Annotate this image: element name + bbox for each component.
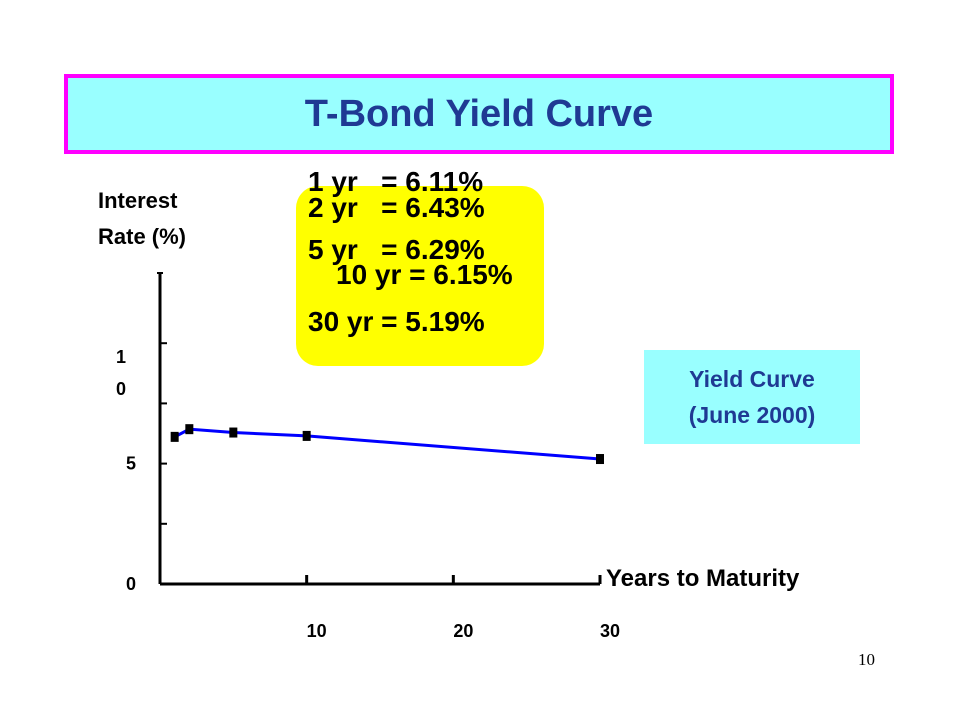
y-tick-label: 5 (126, 454, 136, 474)
rate-10yr: 10 yr = 6.15% (336, 259, 513, 290)
data-point-marker (170, 431, 179, 442)
axes (157, 272, 602, 586)
x-tick-label: 20 (453, 621, 473, 641)
yield-curve-legend-box: Yield Curve (June 2000) (644, 350, 860, 444)
tick-labels: 10 20 30 0 5 1 0 (116, 347, 620, 641)
y-axis-label: Interest Rate (%) (98, 188, 187, 249)
data-point-marker (302, 430, 311, 441)
yield-curve-line (173, 427, 601, 461)
rates-callout (296, 186, 544, 366)
data-point-marker (229, 427, 238, 438)
page-number: 10 (858, 650, 875, 669)
x-axis-label: Years to Maturity (606, 565, 800, 592)
rate-2yr: 2 yr = 6.43% (308, 192, 485, 223)
x-tick-label: 30 (600, 621, 620, 641)
data-point-marker (596, 454, 604, 465)
legend-line-1: Yield Curve (689, 366, 815, 392)
rate-5yr: 5 yr = 6.29% (308, 234, 485, 265)
data-point-marker (185, 424, 194, 435)
rate-1yr: 1 yr = 6.11% (308, 166, 484, 197)
legend-line-2: (June 2000) (688, 402, 816, 428)
y-tick-label: 0 (126, 574, 136, 594)
rate-30yr: 30 yr = 5.19% (308, 306, 485, 337)
title-banner: T-Bond Yield Curve (64, 74, 894, 154)
chart-title: T-Bond Yield Curve (304, 92, 654, 135)
x-tick-label: 10 (307, 621, 327, 641)
series-layer (170, 424, 604, 465)
